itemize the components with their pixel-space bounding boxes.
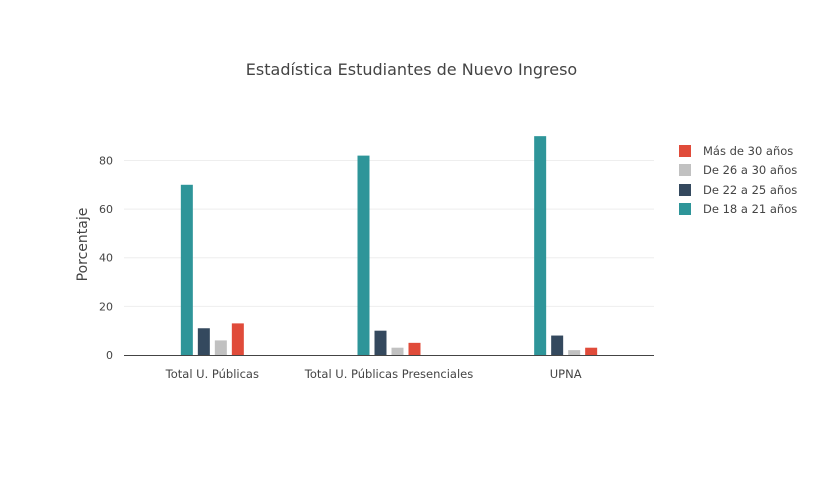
legend-label: Más de 30 años xyxy=(703,143,794,158)
bar xyxy=(534,136,547,355)
y-tick-label: 40 xyxy=(99,252,113,265)
legend-swatch xyxy=(679,203,691,216)
y-tick-label: 0 xyxy=(106,349,113,362)
y-tick-label: 20 xyxy=(99,300,113,313)
legend: Más de 30 años De 26 a 30 años De 22 a 25 … xyxy=(679,141,797,219)
legend-label: De 18 a 21 años xyxy=(703,202,798,217)
legend-item[interactable]: Más de 30 años xyxy=(679,141,797,161)
bar xyxy=(214,340,227,355)
x-tick-label: UPNA xyxy=(550,367,582,381)
bar xyxy=(357,155,370,355)
legend-label: De 26 a 30 años xyxy=(703,163,798,178)
bar xyxy=(391,347,404,355)
legend-item[interactable]: De 26 a 30 años xyxy=(679,161,797,181)
axes: 0 20 40 60 80 Total U. Públicas Total U. Públi… xyxy=(75,154,654,381)
legend-item[interactable]: De 18 a 21 años xyxy=(679,200,797,220)
bars xyxy=(180,136,598,355)
y-tick-label: 80 xyxy=(99,154,113,167)
x-tick-label: Total U. Públicas xyxy=(165,367,259,381)
bar xyxy=(408,342,421,355)
bar xyxy=(197,328,210,355)
legend-label: De 22 a 25 años xyxy=(703,182,798,197)
legend-item[interactable]: De 22 a 25 años xyxy=(679,180,797,200)
bar xyxy=(568,350,581,355)
bar xyxy=(374,330,387,355)
bar xyxy=(180,184,193,355)
y-axis-title: Porcentaje xyxy=(75,208,91,282)
legend-swatch xyxy=(679,164,691,177)
bar xyxy=(551,335,564,355)
legend-swatch xyxy=(679,183,691,196)
bar xyxy=(231,323,244,355)
x-tick-label: Total U. Públicas Presenciales xyxy=(304,367,473,381)
gridlines xyxy=(124,159,654,307)
chart-title: Estadística Estudiantes de Nuevo Ingreso xyxy=(245,60,578,79)
bar xyxy=(585,347,598,355)
legend-swatch xyxy=(679,144,691,157)
y-tick-label: 60 xyxy=(99,203,113,216)
